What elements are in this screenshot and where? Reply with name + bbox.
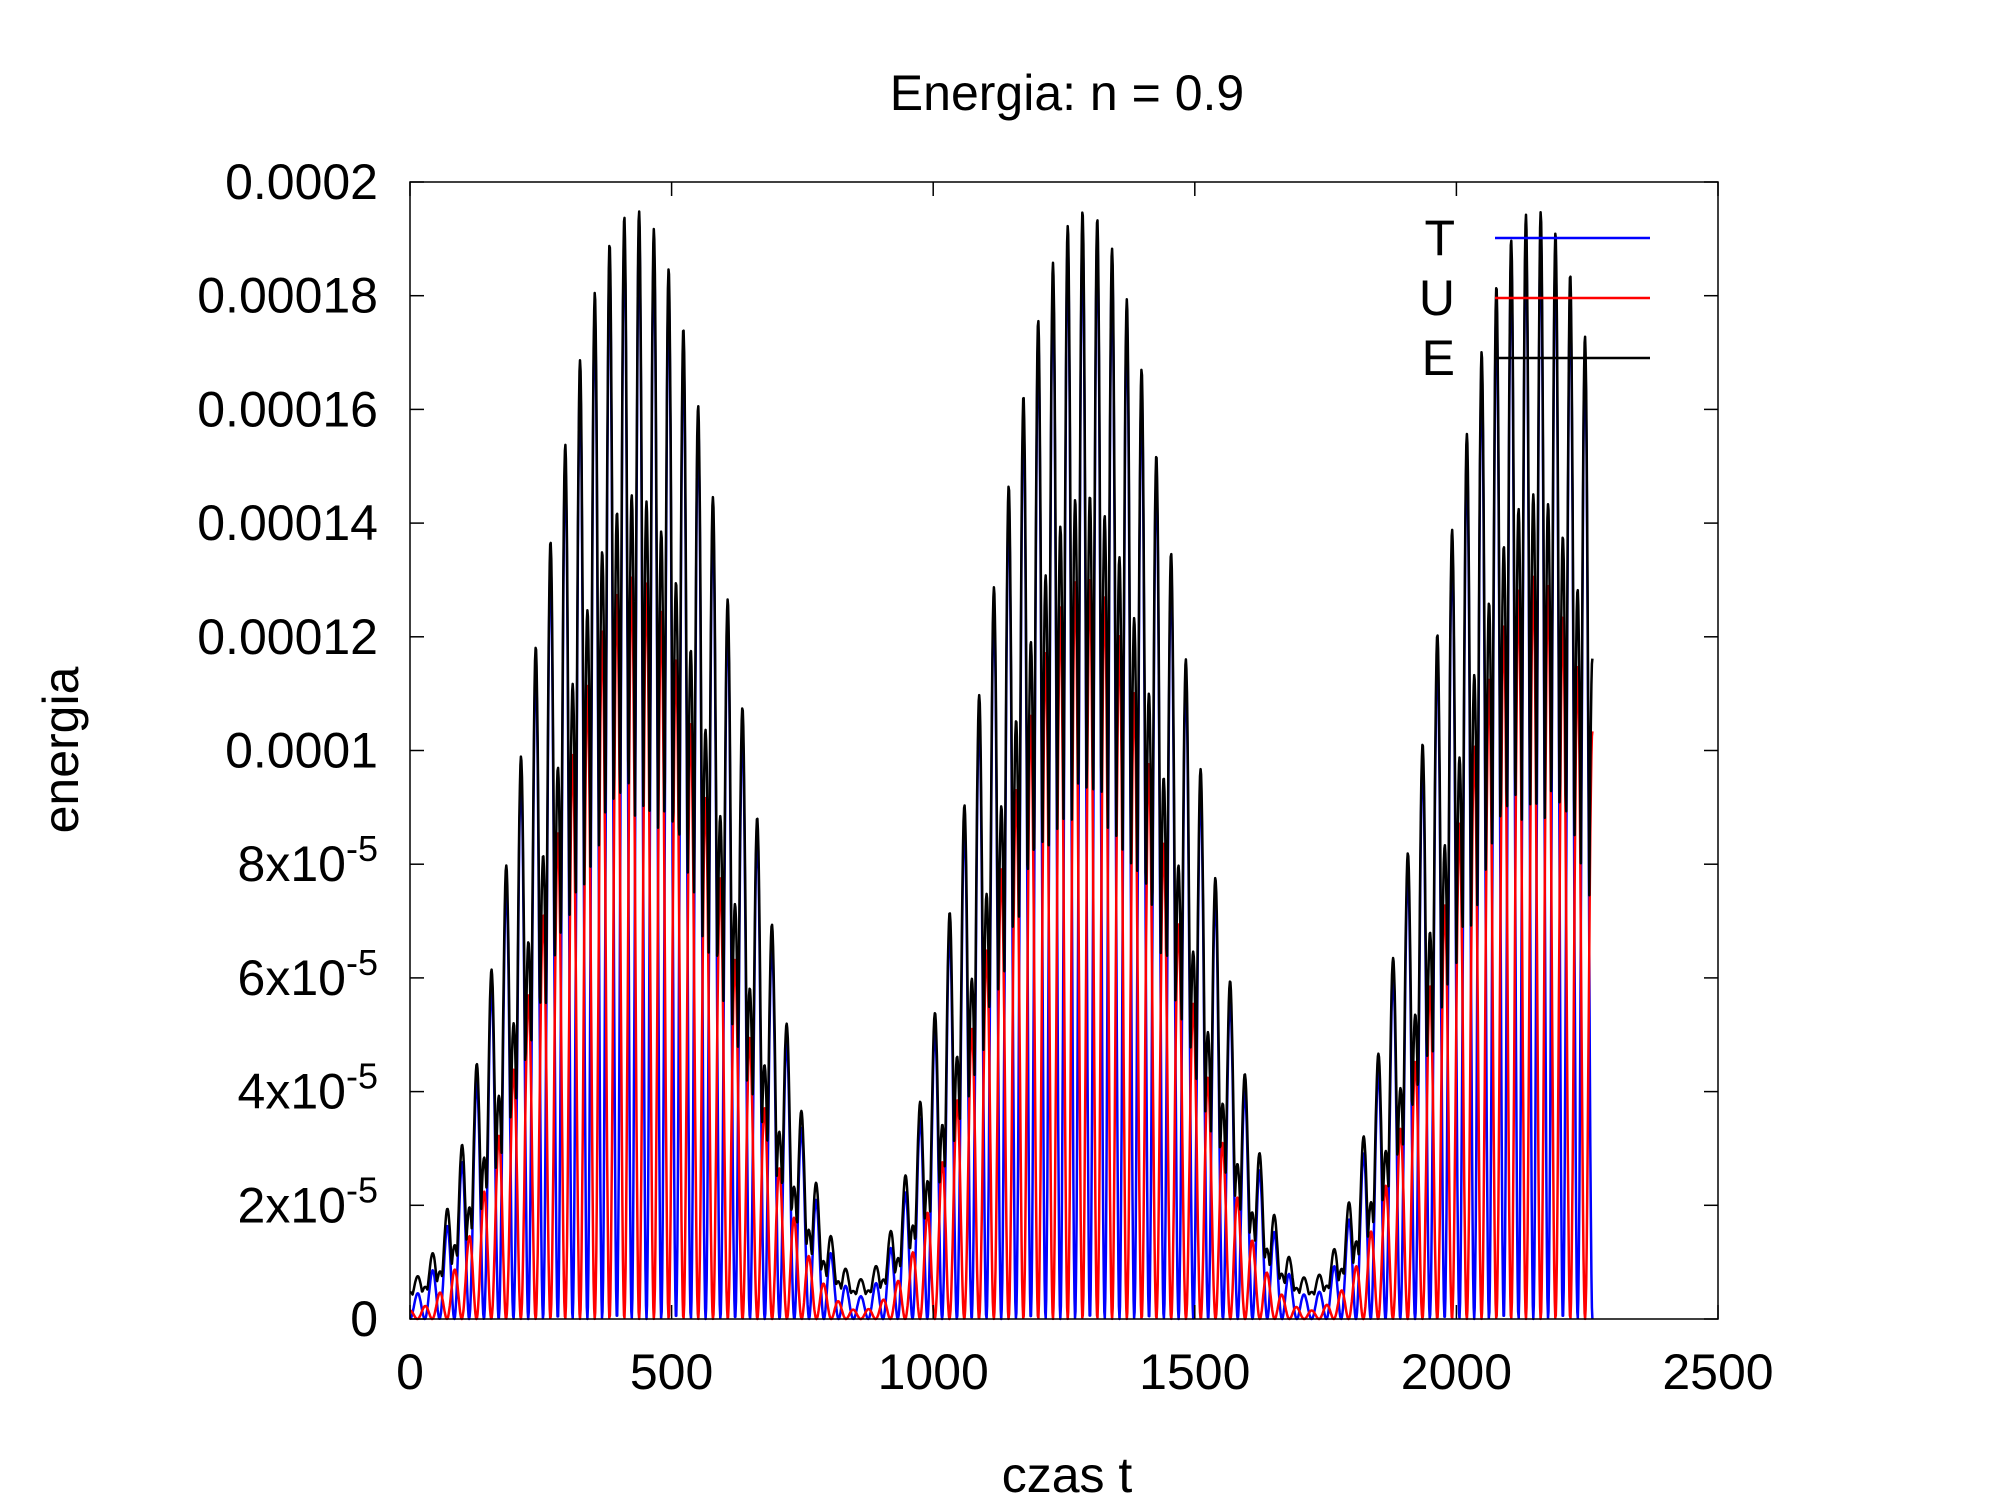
x-tick-label: 0 [396,1344,424,1400]
y-tick-label: 0.00016 [197,381,378,437]
y-tick-label: 0.00012 [197,609,378,665]
series-line-E [409,210,1594,1296]
y-tick-label: 0.0001 [225,723,378,779]
series-line-U [409,575,1594,1321]
y-tick-label: 2x10-5 [238,1169,378,1233]
y-tick-label: 0 [350,1291,378,1347]
legend: TUE [1419,210,1650,386]
y-axis-label: energia [33,666,89,833]
legend-label-T: T [1424,210,1455,266]
x-tick-label: 2500 [1662,1344,1773,1400]
x-tick-label: 500 [630,1344,713,1400]
series-line-T [409,227,1594,1321]
chart-title: Energia: n = 0.9 [890,65,1244,121]
legend-label-E: E [1422,330,1455,386]
y-tick-label: 0.00014 [197,495,378,551]
y-tick-label: 4x10-5 [238,1056,378,1120]
y-tick-label: 0.00018 [197,268,378,324]
y-tick-label: 6x10-5 [238,942,378,1006]
y-tick-label: 8x10-5 [238,828,378,892]
ticks-layer: 0 500 1000 1500 2000 2500 0 2x10-5 4x10-5 6x10-5 8… [197,154,1773,1400]
x-axis-label: czas t [1002,1447,1133,1500]
series-layer [409,210,1594,1321]
legend-label-U: U [1419,270,1455,326]
x-tick-label: 1500 [1139,1344,1250,1400]
x-tick-label: 1000 [878,1344,989,1400]
y-tick-label: 0.0002 [225,154,378,210]
x-tick-label: 2000 [1401,1344,1512,1400]
